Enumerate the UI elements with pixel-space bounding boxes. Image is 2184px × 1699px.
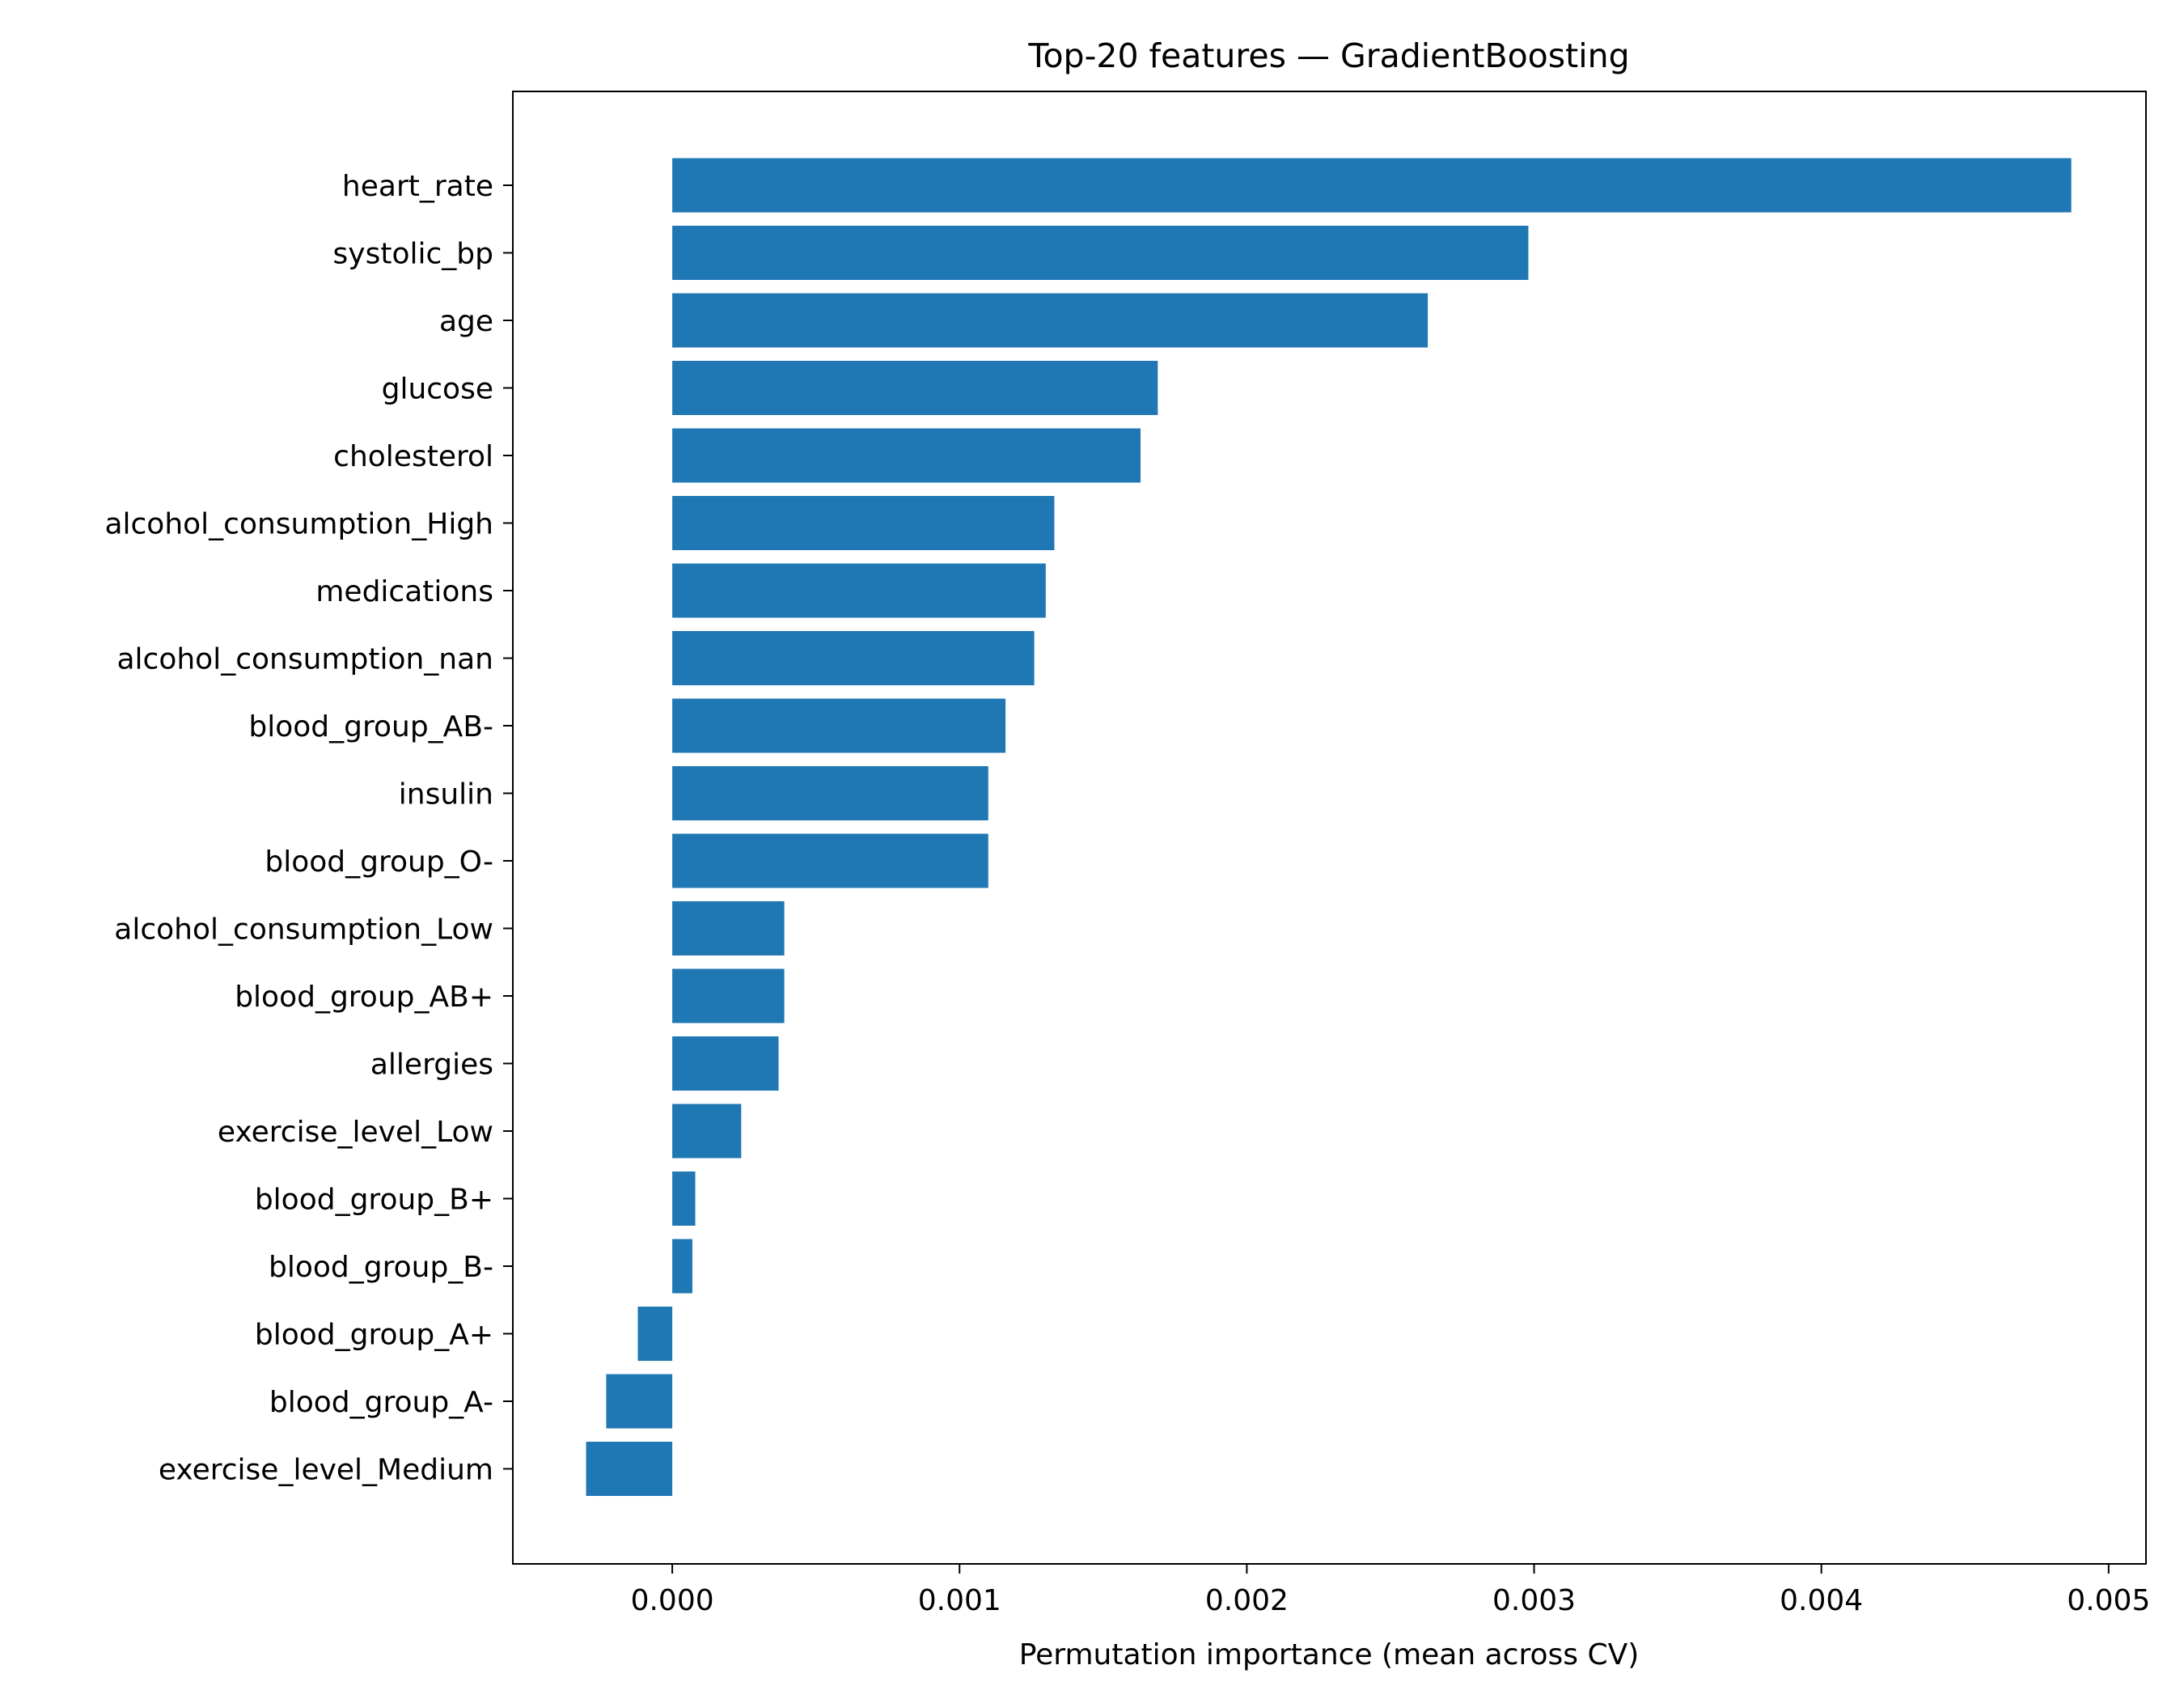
bar-blood_group_AB-	[672, 698, 1006, 753]
bar-medications	[672, 563, 1046, 618]
bar-alcohol_consumption_nan	[672, 631, 1035, 685]
x-tick-label: 0.001	[918, 1584, 1001, 1617]
y-tick-label: allergies	[370, 1049, 493, 1082]
bar-cholesterol	[672, 428, 1141, 483]
bar-blood_group_A-	[606, 1374, 673, 1429]
chart-title: Top-20 features — GradientBoosting	[1027, 36, 1629, 75]
y-tick-label: blood_group_AB+	[235, 981, 493, 1014]
y-tick-label: blood_group_A-	[269, 1386, 493, 1419]
bar-exercise_level_Medium	[586, 1442, 673, 1496]
bar-blood_group_O-	[672, 833, 988, 888]
bar-systolic_bp	[672, 226, 1529, 280]
y-tick-label: insulin	[399, 778, 493, 811]
bar-blood_group_B+	[672, 1172, 696, 1226]
bar-allergies	[672, 1036, 779, 1091]
x-tick-label: 0.003	[1492, 1584, 1576, 1617]
x-axis-label: Permutation importance (mean across CV)	[1019, 1638, 1640, 1671]
bar-blood_group_B-	[672, 1239, 692, 1294]
bar-heart_rate	[672, 158, 2072, 213]
y-tick-label: exercise_level_Medium	[159, 1454, 493, 1487]
y-tick-label: alcohol_consumption_Low	[114, 913, 493, 947]
y-tick-label: age	[439, 305, 493, 338]
y-tick-label: systolic_bp	[333, 238, 493, 271]
x-tick-label: 0.002	[1205, 1584, 1289, 1617]
x-tick-label: 0.004	[1780, 1584, 1863, 1617]
y-tick-label: alcohol_consumption_nan	[116, 643, 493, 676]
y-tick-label: cholesterol	[333, 440, 493, 473]
x-tick-label: 0.000	[631, 1584, 714, 1617]
y-tick-label: exercise_level_Low	[218, 1116, 493, 1149]
y-tick-label: blood_group_B-	[269, 1251, 493, 1284]
bars-layer	[586, 158, 2072, 1496]
x-axis-ticks: 0.000 0.001 0.002 0.003 0.004 0.005	[631, 1564, 2150, 1617]
bar-blood_group_AB+	[672, 968, 785, 1023]
plot-area-frame	[512, 91, 2147, 1565]
y-tick-label: glucose	[382, 373, 493, 406]
bar-exercise_level_Low	[672, 1104, 742, 1159]
bar-age	[672, 293, 1428, 348]
y-tick-label: blood_group_AB-	[248, 710, 493, 744]
bar-alcohol_consumption_High	[672, 496, 1055, 550]
y-tick-label: medications	[315, 575, 493, 608]
y-tick-label: blood_group_B+	[255, 1184, 493, 1217]
bar-insulin	[672, 766, 988, 820]
y-tick-label: blood_group_A+	[255, 1319, 493, 1352]
y-tick-label: alcohol_consumption_High	[104, 508, 493, 541]
x-tick-label: 0.005	[2067, 1584, 2150, 1617]
bar-glucose	[672, 361, 1158, 415]
bar-alcohol_consumption_Low	[672, 901, 785, 955]
bar-blood_group_A+	[637, 1307, 673, 1361]
y-tick-label: blood_group_O-	[265, 845, 493, 879]
y-tick-label: heart_rate	[342, 170, 493, 203]
